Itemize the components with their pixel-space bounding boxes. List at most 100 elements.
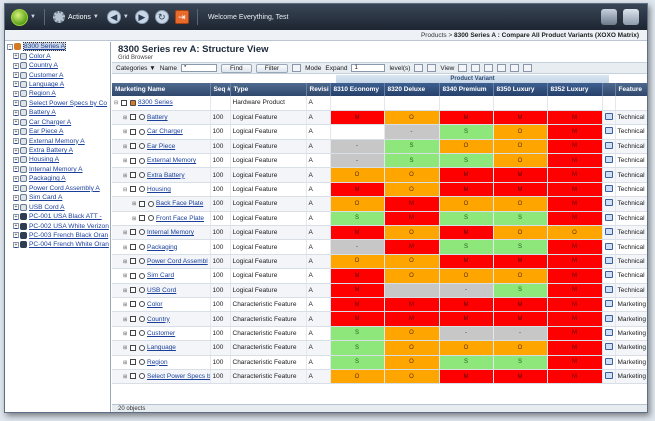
expand-icon[interactable]: ⊞	[123, 172, 128, 179]
row-checkbox[interactable]	[130, 272, 136, 279]
expand-icon[interactable]: +	[13, 194, 19, 201]
variant-cell[interactable]: M	[493, 254, 548, 270]
view-icon[interactable]	[427, 64, 437, 72]
row-checkbox[interactable]	[130, 373, 136, 380]
expand-icon[interactable]: +	[13, 166, 19, 173]
tree-item[interactable]: + Color A	[5, 51, 110, 60]
variant-cell[interactable]: O	[439, 340, 494, 356]
column-header[interactable]: Type	[230, 83, 307, 96]
variant-cell[interactable]: O	[384, 355, 440, 370]
marketing-name-link[interactable]: USB Cord	[147, 286, 177, 294]
variant-cell[interactable]: -	[439, 283, 494, 298]
collapse-icon[interactable]: -	[7, 43, 13, 50]
marketing-name-cell[interactable]: ⊞ Car Charger	[112, 124, 211, 140]
variant-cell[interactable]: O	[493, 340, 548, 356]
column-header[interactable]: Revisi	[306, 83, 331, 96]
marketing-name-link[interactable]: Back Face Plate	[156, 200, 204, 208]
marketing-name-cell[interactable]: ⊞ Extra Battery	[112, 167, 211, 183]
marketing-name-cell[interactable]: ⊞ USB Cord	[112, 283, 211, 298]
document-icon[interactable]	[604, 213, 613, 221]
marketing-name-link[interactable]: External Memory	[147, 157, 197, 165]
column-header[interactable]: 8352 Luxury	[547, 83, 603, 96]
variant-cell[interactable]: M	[439, 225, 494, 241]
marketing-name-link[interactable]: Extra Battery	[147, 171, 185, 179]
variant-cell[interactable]	[330, 96, 385, 111]
marketing-name-cell[interactable]: ⊞ Language	[112, 340, 211, 356]
marketing-name-link[interactable]: Battery	[147, 114, 168, 122]
tree-item[interactable]: + Select Power Specs by Co	[5, 99, 110, 108]
marketing-name-link[interactable]: Sim Card	[147, 272, 175, 280]
marketing-name-cell[interactable]: ⊞ Ear Piece	[112, 139, 211, 155]
tree-item[interactable]: + USB Cord A	[5, 202, 110, 211]
variant-cell[interactable]: -	[384, 124, 440, 140]
row-checkbox[interactable]	[130, 229, 136, 236]
variant-cell[interactable]: M	[547, 110, 603, 126]
document-icon[interactable]	[604, 271, 613, 279]
variant-cell[interactable]: O	[384, 225, 440, 241]
document-icon[interactable]	[604, 372, 613, 380]
view-menu[interactable]: View	[440, 64, 455, 72]
tree-item[interactable]: + Car Charger A	[5, 118, 110, 127]
mode-icon[interactable]	[292, 64, 302, 72]
marketing-name-link[interactable]: Language	[147, 344, 176, 352]
marketing-name-link[interactable]: Internal Memory	[147, 229, 194, 237]
variant-cell[interactable]: M	[439, 167, 494, 183]
table-row[interactable]: ⊞ Region 100 Characteristic Feature A S O S S M Ma…	[112, 355, 647, 370]
tree-item[interactable]: + Internal Memory A	[5, 165, 110, 174]
variant-cell[interactable]: S	[493, 355, 548, 370]
filter-button[interactable]: Filter	[255, 63, 289, 73]
variant-cell[interactable]: M	[330, 182, 385, 198]
variant-cell[interactable]: M	[547, 369, 603, 385]
forward-icon[interactable]: ▶	[134, 10, 149, 24]
variant-cell[interactable]: M	[330, 268, 385, 284]
variant-cell[interactable]: O	[330, 254, 385, 270]
marketing-name-cell[interactable]: ⊟ 8300 Series	[112, 96, 211, 111]
variant-cell[interactable]: M	[547, 355, 603, 370]
table-row[interactable]: ⊞ Power Cord Assembl 100 Logical Feature A O O…	[112, 254, 647, 270]
variant-cell[interactable]: S	[330, 211, 385, 227]
variant-cell[interactable]: S	[493, 283, 548, 298]
name-filter-input[interactable]	[181, 64, 218, 72]
marketing-name-link[interactable]: Packaging	[147, 243, 178, 251]
variant-cell[interactable]: S	[330, 326, 385, 342]
variant-cell[interactable]: M	[547, 340, 603, 356]
row-checkbox[interactable]	[130, 344, 136, 351]
marketing-name-cell[interactable]: ⊞ Country	[112, 311, 211, 327]
collapse-icon[interactable]: ⊟	[123, 187, 128, 194]
variant-cell[interactable]: S	[439, 211, 494, 227]
table-row[interactable]: ⊞ Ear Piece 100 Logical Feature A - S O O M Techni…	[112, 139, 647, 155]
marketing-name-link[interactable]: Color	[147, 301, 163, 309]
lightbulb-icon[interactable]	[414, 64, 424, 72]
document-icon[interactable]	[604, 357, 613, 365]
table-row[interactable]: ⊟ Housing 100 Logical Feature A M O M M M Technica…	[112, 182, 647, 198]
table-row[interactable]: ⊞ Front Face Plate 100 Logical Feature A S M S S…	[112, 211, 647, 227]
row-checkbox[interactable]	[130, 114, 136, 121]
document-icon[interactable]	[604, 156, 613, 164]
expand-icon[interactable]: ⊞	[123, 129, 128, 136]
find-button[interactable]: Find	[221, 63, 252, 73]
variant-cell[interactable]: O	[384, 326, 440, 342]
variant-cell[interactable]: M	[330, 110, 385, 126]
variant-cell[interactable]: M	[547, 239, 603, 255]
variant-cell[interactable]: M	[547, 139, 603, 155]
print-icon[interactable]	[484, 64, 494, 72]
row-checkbox[interactable]	[130, 287, 136, 294]
expand-icon[interactable]: +	[13, 119, 19, 126]
variant-cell[interactable]: M	[384, 211, 440, 227]
document-icon[interactable]	[604, 199, 613, 207]
row-checkbox[interactable]	[139, 215, 145, 222]
expand-icon[interactable]: ⊞	[123, 359, 128, 366]
marketing-name-link[interactable]: Power Cord Assembl	[147, 257, 208, 265]
document-icon[interactable]	[604, 185, 613, 193]
marketing-name-link[interactable]: Region	[147, 358, 168, 366]
settings-icon[interactable]	[510, 64, 520, 72]
table-row[interactable]: ⊞ Color 100 Characteristic Feature A M M M M M Mar…	[112, 297, 647, 313]
expand-icon[interactable]: +	[13, 185, 19, 192]
variant-cell[interactable]: O	[493, 268, 548, 284]
variant-cell[interactable]: M	[493, 110, 548, 126]
column-header[interactable]: Seq #	[210, 83, 231, 96]
variant-cell[interactable]: O	[384, 268, 440, 284]
variant-cell[interactable]: M	[547, 283, 603, 298]
expand-icon[interactable]: ⊞	[123, 330, 128, 337]
variant-cell[interactable]	[330, 124, 385, 140]
